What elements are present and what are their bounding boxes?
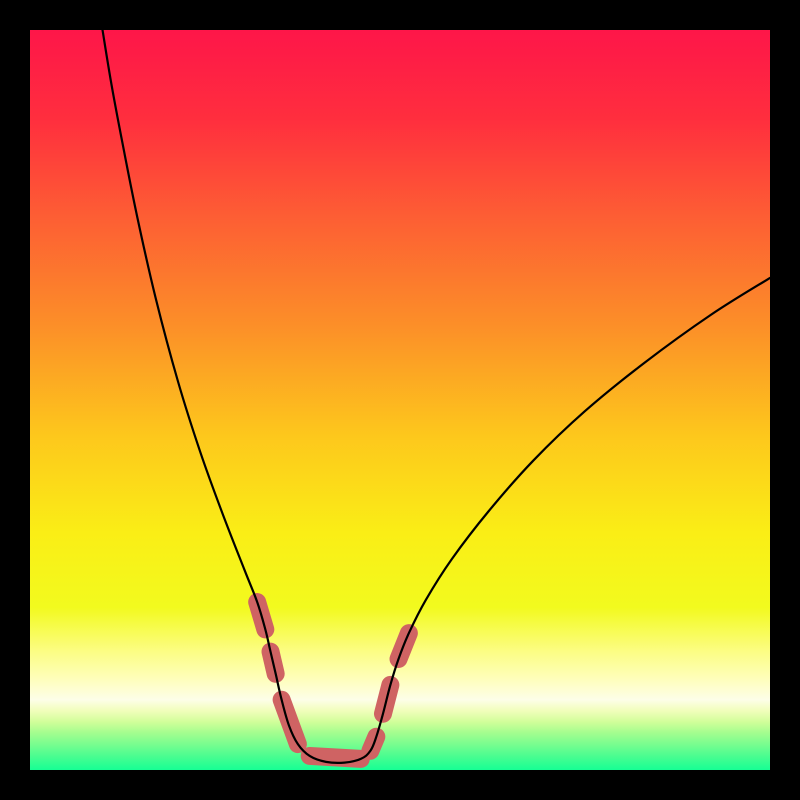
bottleneck-chart [0,0,800,800]
chart-frame: TheBottleneck.com [0,0,800,800]
